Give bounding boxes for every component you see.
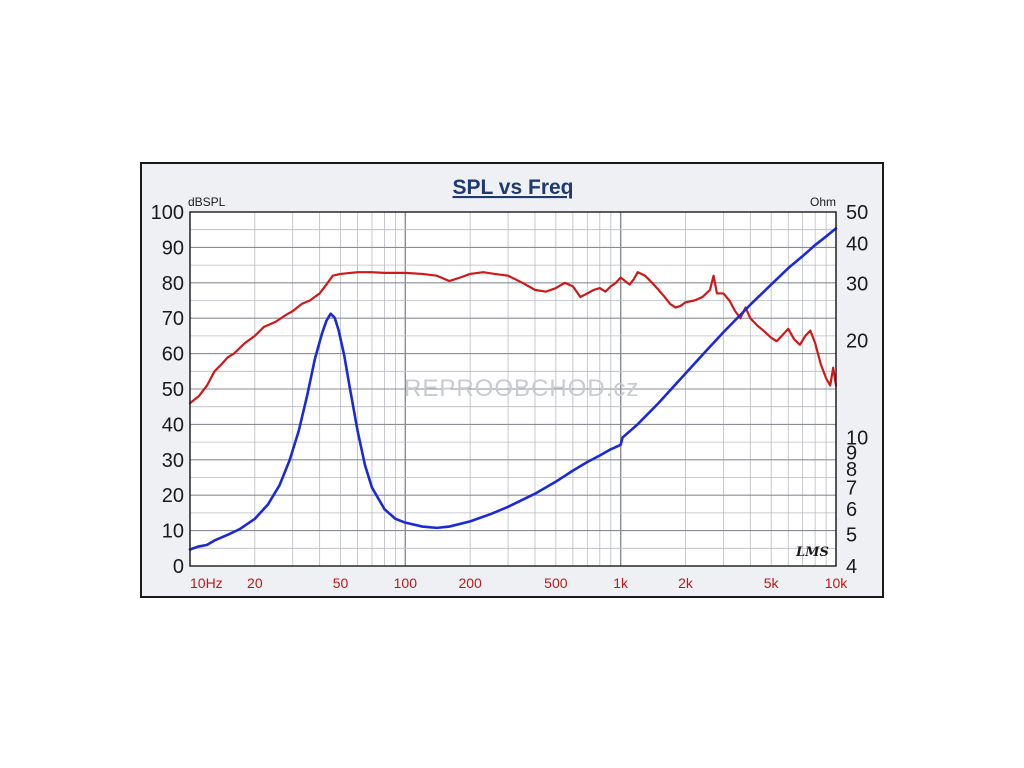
x-tick-label: 5k <box>764 575 780 591</box>
x-tick-label: 20 <box>247 575 263 591</box>
y-axis-unit-left: dBSPL <box>188 195 226 209</box>
y-tick-label-left: 90 <box>162 237 184 259</box>
y-tick-label-left: 10 <box>162 521 184 543</box>
y-tick-label-right: 40 <box>846 233 868 255</box>
x-tick-label: 200 <box>458 575 482 591</box>
y-tick-label-right: 8 <box>846 459 857 481</box>
x-axis-ticks: 10Hz 20 50 100 200 500 1k 2k 5k 10k <box>190 575 848 591</box>
chart-title: SPL vs Freq <box>453 176 574 199</box>
y-tick-label-right: 10 <box>846 428 868 450</box>
chart-frame: REPROOBCHOD.cz SPL vs Freq dBSPL Ohm 0 10… <box>140 162 884 598</box>
plot-border <box>189 211 837 567</box>
x-tick-label: 10Hz <box>190 575 223 591</box>
y-tick-label-left: 50 <box>162 379 184 401</box>
x-tick-label: 50 <box>333 575 349 591</box>
x-tick-label: 10k <box>825 575 849 591</box>
y-tick-label-left: 20 <box>162 485 184 507</box>
y-tick-label-right: 9 <box>846 442 857 464</box>
y-tick-label-right: 4 <box>846 556 857 578</box>
y-tick-label-right: 50 <box>846 202 868 224</box>
spl-curve <box>188 271 838 405</box>
y-tick-label-right: 6 <box>846 499 857 521</box>
y-axis-unit-right: Ohm <box>810 195 836 209</box>
y-tick-label-right: 30 <box>846 274 868 296</box>
x-tick-label: 500 <box>544 575 568 591</box>
lms-logo: LMS <box>795 545 829 560</box>
y-tick-label-left: 40 <box>162 414 184 436</box>
y-tick-label-left: 70 <box>162 308 184 330</box>
y-tick-label-right: 20 <box>846 330 868 352</box>
series-group <box>188 227 838 551</box>
y-tick-label-left: 0 <box>173 556 184 578</box>
y-axis-left-ticks: 0 10 20 30 40 50 60 70 80 90 100 <box>151 202 184 578</box>
grid <box>189 211 837 567</box>
y-tick-label-left: 60 <box>162 344 184 366</box>
impedance-curve <box>188 227 838 551</box>
y-tick-label-left: 80 <box>162 273 184 295</box>
watermark: REPROOBCHOD.cz <box>404 375 639 402</box>
y-tick-label-left: 30 <box>162 450 184 472</box>
x-tick-label: 2k <box>678 575 694 591</box>
x-tick-label: 1k <box>613 575 629 591</box>
spl-vs-freq-chart: REPROOBCHOD.cz SPL vs Freq dBSPL Ohm 0 10… <box>151 176 869 591</box>
x-tick-label: 100 <box>394 575 418 591</box>
y-tick-label-right: 7 <box>846 478 857 500</box>
y-tick-label-right: 5 <box>846 525 857 547</box>
y-tick-label-left: 100 <box>151 202 184 224</box>
